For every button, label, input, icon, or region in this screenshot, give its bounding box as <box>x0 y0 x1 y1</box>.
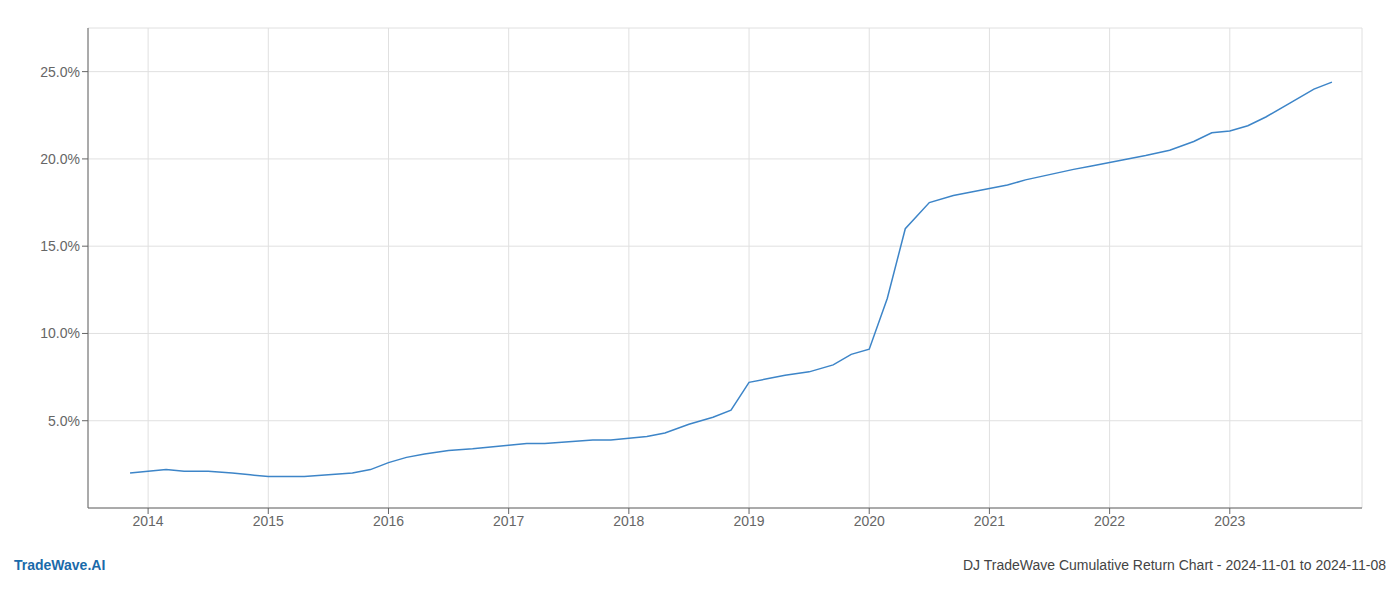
svg-text:2019: 2019 <box>733 513 764 529</box>
svg-text:2022: 2022 <box>1094 513 1125 529</box>
html-text:DJ TradeWave Cumulative Return: DJ TradeWave Cumulative Return Chart - 2… <box>962 557 1386 573</box>
svg-text:25.0%: 25.0% <box>40 64 80 80</box>
svg-text:2014: 2014 <box>133 513 164 529</box>
svg-text:20.0%: 20.0% <box>40 151 80 167</box>
svg-text:2017: 2017 <box>493 513 524 529</box>
html-text:TradeWave.AI: TradeWave.AI <box>14 557 106 573</box>
svg-text:2023: 2023 <box>1214 513 1245 529</box>
svg-text:2016: 2016 <box>373 513 404 529</box>
svg-text:5.0%: 5.0% <box>48 413 80 429</box>
svg-text:10.0%: 10.0% <box>40 325 80 341</box>
svg-text:15.0%: 15.0% <box>40 238 80 254</box>
svg-text:2021: 2021 <box>974 513 1005 529</box>
svg-text:2015: 2015 <box>253 513 284 529</box>
svg-text:2020: 2020 <box>854 513 885 529</box>
svg-text:2018: 2018 <box>613 513 644 529</box>
